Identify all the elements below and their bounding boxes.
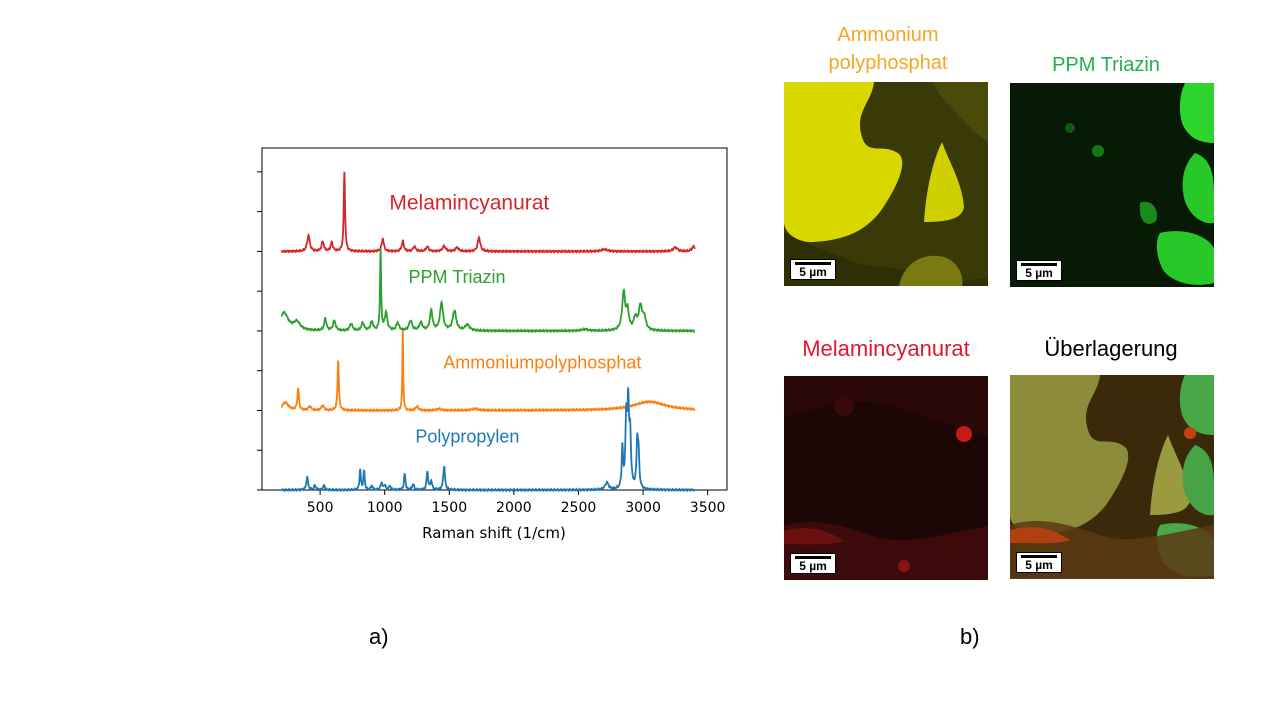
- image-title-ppm-triazin: PPM Triazin: [1006, 51, 1206, 79]
- y-axis-ticks: [257, 171, 262, 491]
- x-tick-label-2000: 2000: [496, 500, 532, 516]
- x-tick-label-1000: 1000: [367, 500, 403, 516]
- series-line-ppm-triazin: [280, 248, 696, 334]
- scale-bar: 5 µm: [790, 259, 836, 280]
- image-title-line: polyphosphat: [828, 52, 948, 74]
- scale-bar-label: 5 µm: [799, 559, 827, 573]
- scale-bar-label: 5 µm: [1025, 266, 1053, 280]
- series-labels: Melamincyanurat PPM Triazin Ammoniumpolyph…: [389, 192, 641, 447]
- image-title-melamincyanurat: Melamincyanurat: [776, 335, 996, 363]
- image-title-line: Melamincyanurat: [802, 336, 970, 361]
- series-line-polypropylen: [280, 386, 696, 493]
- raman-map-ammonium-polyphosphat: 5 µm: [784, 82, 988, 286]
- series-label-ppm-triazin: PPM Triazin: [409, 267, 506, 287]
- image-title-line: Überlagerung: [1044, 336, 1178, 361]
- series-label-polypropylen: Polypropylen: [415, 426, 519, 446]
- x-tick-label-2500: 2500: [561, 500, 597, 516]
- scale-bar: 5 µm: [1016, 260, 1062, 281]
- spectra-series: [280, 171, 696, 493]
- series-label-ammoniumpolyphosphat: Ammoniumpolyphosphat: [443, 353, 641, 373]
- x-tick-label-3500: 3500: [690, 500, 726, 516]
- scale-bar: 5 µm: [1016, 552, 1062, 573]
- series-line-melamincyanurat: [280, 171, 696, 254]
- raman-map-ppm-triazin: 5 µm: [1010, 83, 1214, 287]
- x-tick-label-3000: 3000: [625, 500, 661, 516]
- scale-bar-label: 5 µm: [799, 265, 827, 279]
- image-title-ueberlagerung: Überlagerung: [1006, 335, 1216, 363]
- series-label-melamincyanurat: Melamincyanurat: [389, 192, 549, 215]
- image-title-line: PPM Triazin: [1052, 54, 1160, 76]
- scale-bar-label: 5 µm: [1025, 558, 1053, 572]
- scale-bar-line: [1021, 263, 1057, 266]
- raman-map-overlay: 5 µm: [1010, 375, 1214, 579]
- x-tick-label-1500: 1500: [431, 500, 467, 516]
- image-title-ammonium-polyphosphat: Ammonium polyphosphat: [786, 21, 990, 77]
- scale-bar: 5 µm: [790, 553, 836, 574]
- raman-spectra-chart: 500 1000 1500 2000 2500 3000 3500 Melamincyanu…: [257, 147, 728, 542]
- panel-b-label: b): [960, 624, 980, 649]
- x-tick-label-500: 500: [307, 500, 334, 516]
- x-axis-ticks: 500 1000 1500 2000 2500 3000 3500: [307, 490, 726, 516]
- raman-map-melamincyanurat: 5 µm: [784, 376, 988, 580]
- x-axis-label: Raman shift (1/cm): [422, 524, 566, 542]
- scale-bar-line: [1021, 555, 1057, 558]
- scale-bar-line: [795, 262, 831, 265]
- scale-bar-line: [795, 556, 831, 559]
- image-title-line: Ammonium: [837, 24, 939, 46]
- panel-a-label: a): [369, 624, 389, 649]
